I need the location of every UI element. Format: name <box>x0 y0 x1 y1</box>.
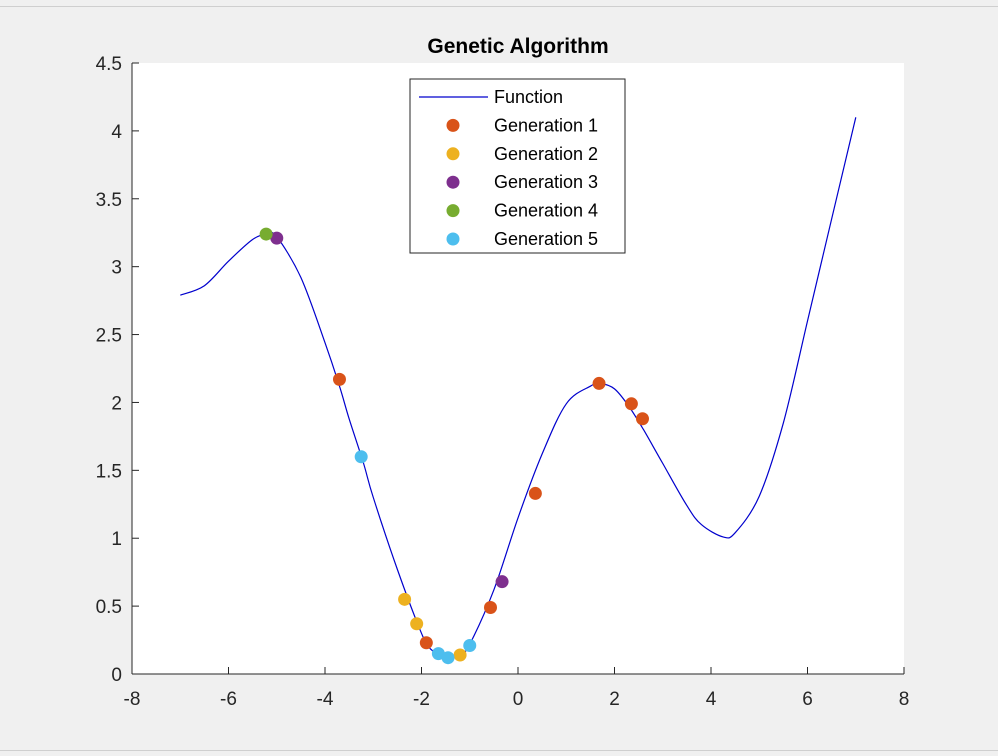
x-tick-label: 4 <box>706 689 717 710</box>
legend-marker-generation-2 <box>446 147 460 161</box>
generation-1-point <box>332 372 346 386</box>
legend-marker-generation-5 <box>446 232 460 246</box>
generation-1-point <box>624 397 638 411</box>
x-tick-label: -8 <box>124 689 141 710</box>
x-tick-label: -2 <box>413 689 430 710</box>
generation-5-point <box>463 638 477 652</box>
function-line <box>180 117 857 659</box>
figure-border-top <box>0 6 998 7</box>
y-tick-label: 3.5 <box>96 190 122 211</box>
y-tick-label: 0 <box>111 665 122 686</box>
tick-marks <box>131 62 905 675</box>
generation-1-point <box>483 600 497 614</box>
x-tick-label: 8 <box>899 689 910 710</box>
legend-label-generation-3: Generation 3 <box>494 172 598 192</box>
legend-marker-generation-3 <box>446 175 460 189</box>
legend: Function Generation 1 Generation 2 Generati… <box>409 78 626 254</box>
legend-marker-generation-4 <box>446 204 460 218</box>
legend-label-generation-4: Generation 4 <box>494 201 598 221</box>
generation-2-point <box>410 617 424 631</box>
generation-1-point <box>592 376 606 390</box>
legend-items: Function Generation 1 Generation 2 Generati… <box>419 87 598 249</box>
legend-label-generation-1: Generation 1 <box>494 115 598 135</box>
x-tick-labels: -8 -6 -4 -2 0 2 4 6 8 <box>124 689 910 710</box>
x-tick-label: -6 <box>220 689 237 710</box>
y-tick-label: 1.5 <box>96 461 122 482</box>
figure-border-bottom <box>0 750 998 751</box>
generation-3-point <box>495 575 509 589</box>
legend-label-generation-5: Generation 5 <box>494 229 598 249</box>
y-tick-labels: 0 0.5 1 1.5 2 2.5 3 3.5 4 4.5 <box>96 54 123 686</box>
generation-4-point <box>259 227 273 241</box>
y-tick-label: 1 <box>111 529 122 550</box>
y-tick-label: 4 <box>111 122 122 143</box>
legend-marker-generation-1 <box>446 118 460 132</box>
x-tick-label: 0 <box>513 689 524 710</box>
chart-title: Genetic Algorithm <box>427 35 608 58</box>
y-tick-label: 2 <box>111 393 122 414</box>
generation-1-point <box>419 636 433 650</box>
y-tick-label: 0.5 <box>96 597 122 618</box>
legend-label-generation-2: Generation 2 <box>494 144 598 164</box>
generation-2-point <box>453 648 467 662</box>
generation-3-point <box>270 231 284 245</box>
y-tick-label: 2.5 <box>96 326 122 347</box>
x-tick-label: 6 <box>802 689 813 710</box>
x-tick-label: 2 <box>609 689 620 710</box>
generation-2-point <box>398 592 412 606</box>
y-tick-label: 3 <box>111 258 122 279</box>
legend-label-function: Function <box>494 87 563 107</box>
generation-5-point <box>441 651 455 665</box>
x-tick-label: -4 <box>317 689 334 710</box>
generation-1-point <box>635 412 649 426</box>
y-tick-label: 4.5 <box>96 54 122 75</box>
legend-box <box>409 78 626 254</box>
generation-5-point <box>354 450 368 464</box>
generation-1-point <box>528 486 542 500</box>
generation-points <box>259 227 649 665</box>
